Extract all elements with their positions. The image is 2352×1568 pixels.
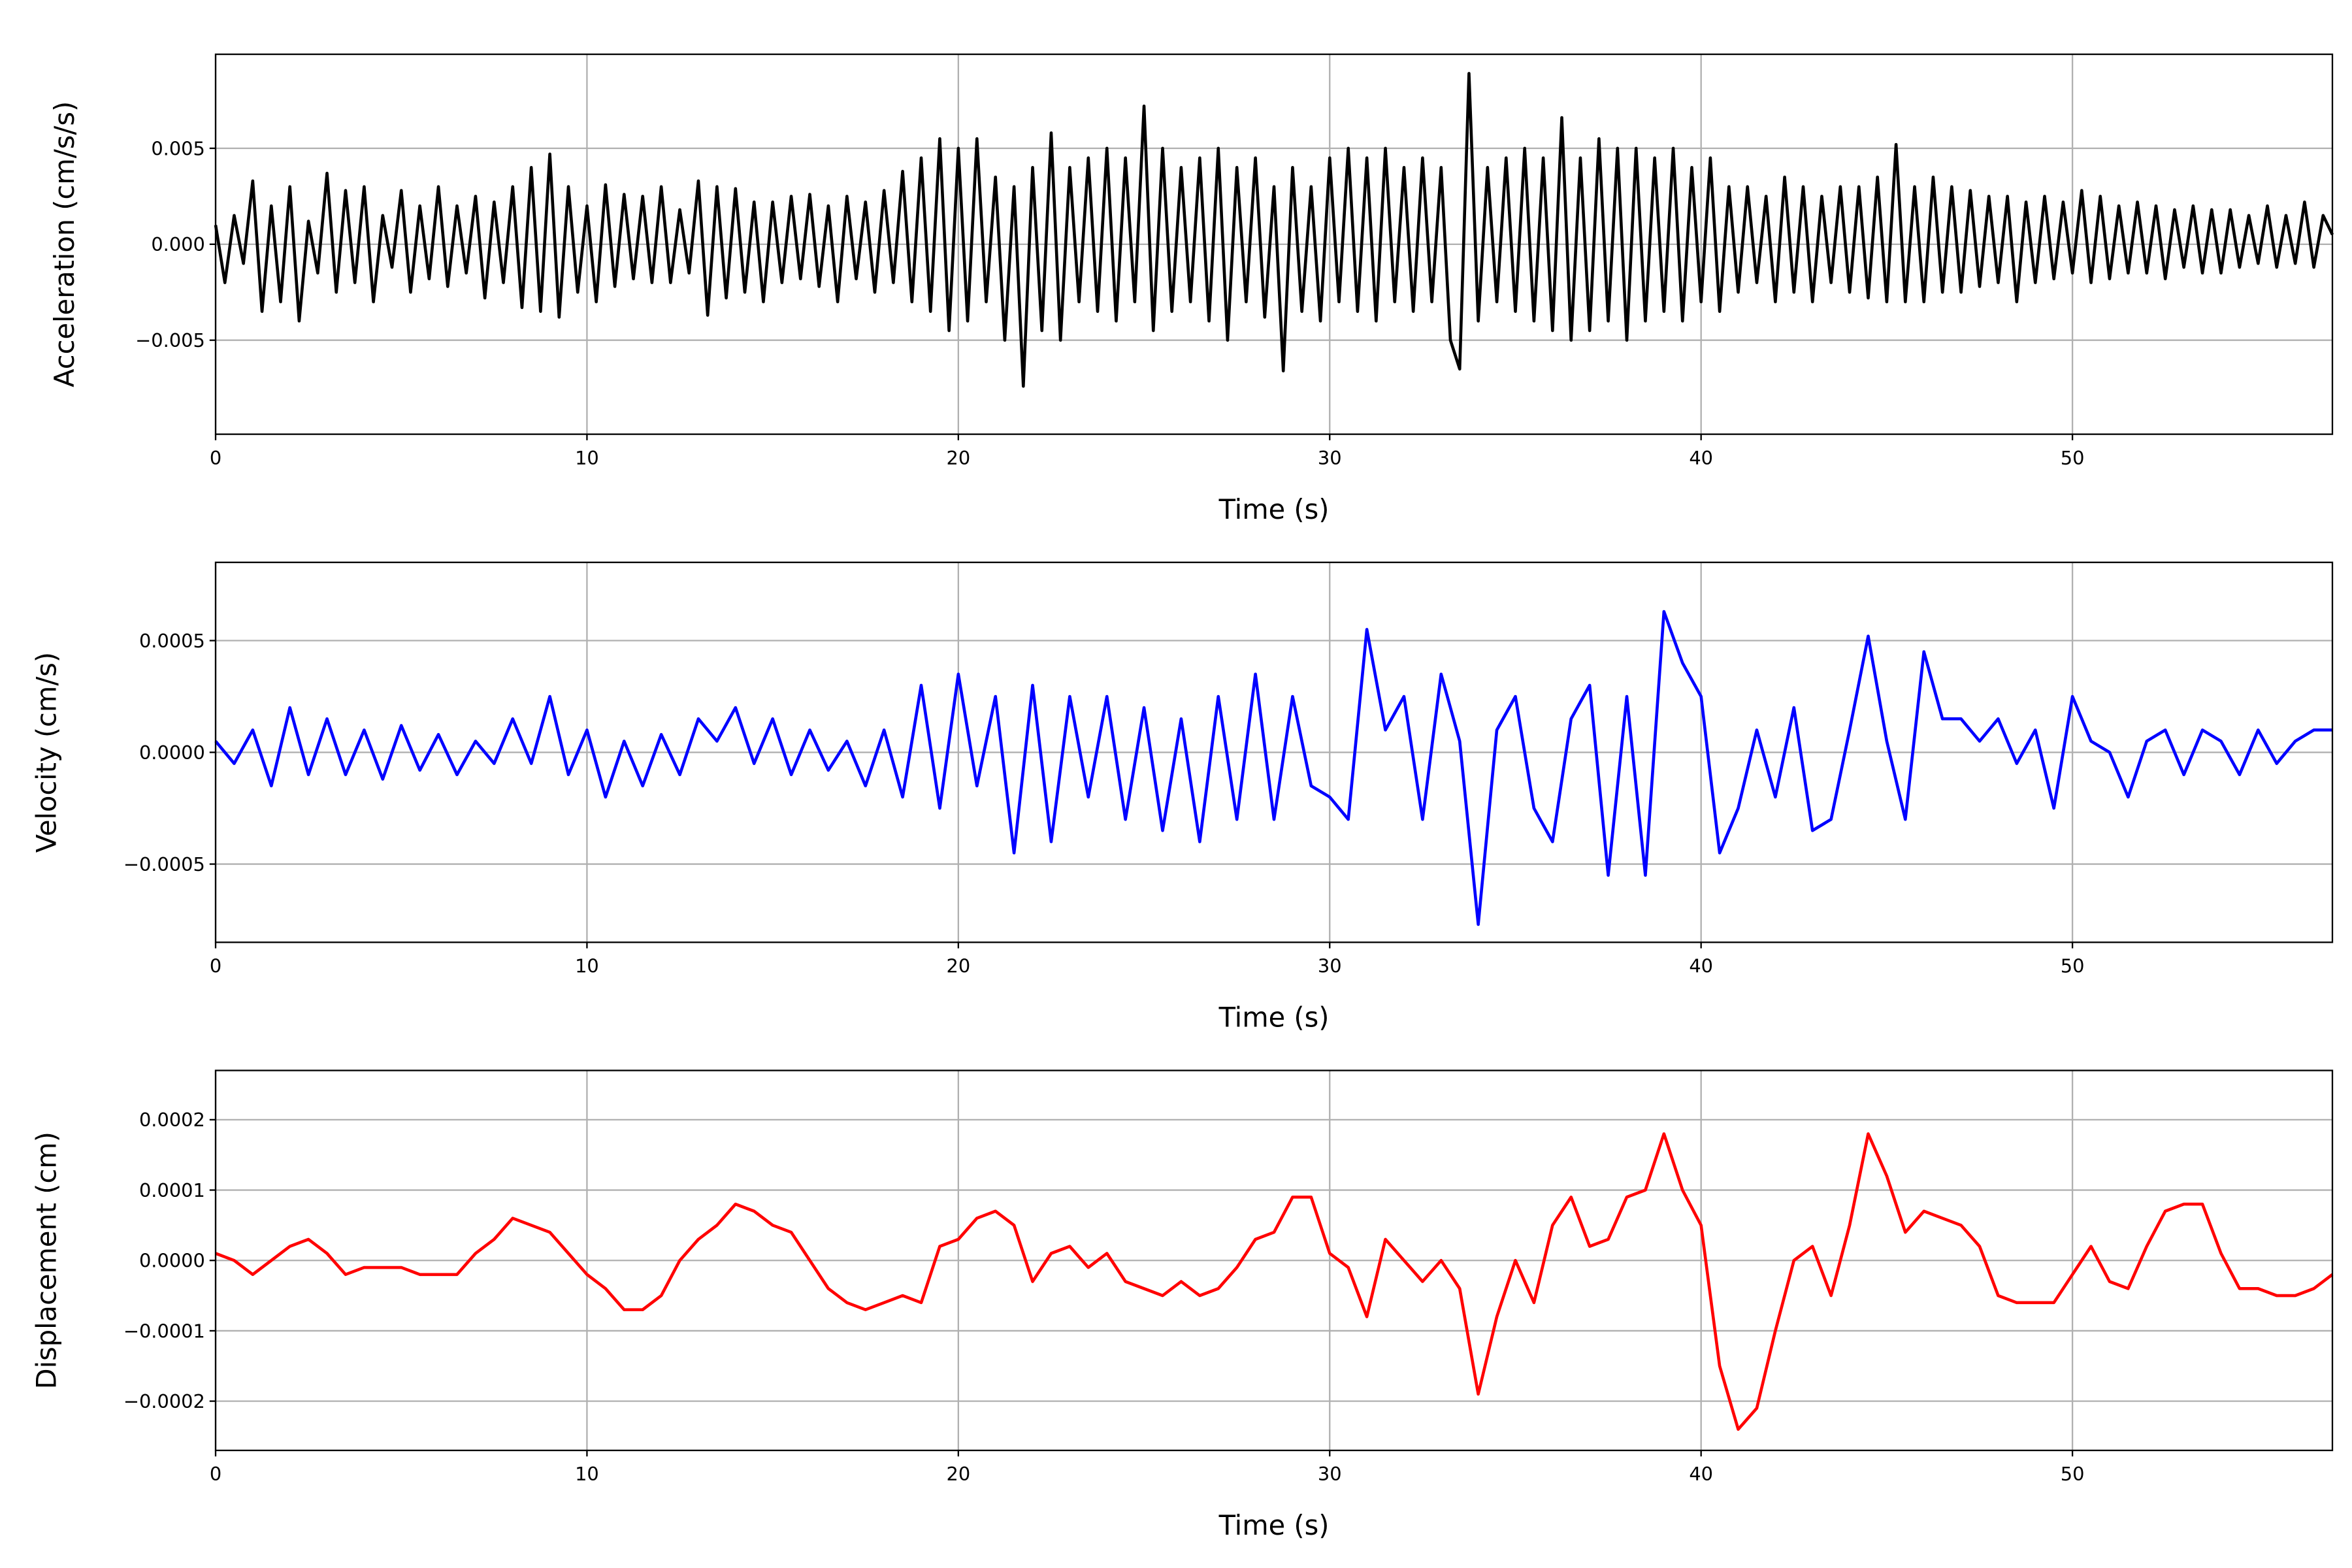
x-tick-label: 50 (2061, 447, 2085, 469)
data-line (214, 72, 2334, 388)
y-tick-label: −0.0002 (123, 1390, 205, 1413)
x-tick-label: 20 (946, 955, 970, 977)
x-tick-label: 10 (575, 1463, 599, 1485)
x-tick-label: 40 (1689, 955, 1713, 977)
plot-frame (214, 1070, 2334, 1452)
x-tick-label: 30 (1318, 955, 1342, 977)
plot-frame (214, 561, 2334, 943)
plot-frame (214, 53, 2334, 435)
y-tick-label: 0.0002 (139, 1109, 205, 1131)
x-tick-label: 20 (946, 1463, 970, 1485)
x-tick-label: 0 (210, 447, 221, 469)
x-tick-label: 40 (1689, 447, 1713, 469)
x-tick-label: 50 (2061, 955, 2085, 977)
data-line (214, 610, 2332, 926)
x-axis-label: Time (s) (1218, 1509, 1330, 1541)
x-tick-label: 50 (2061, 1463, 2085, 1485)
y-tick-label: −0.0001 (123, 1320, 205, 1342)
y-tick-label: −0.005 (135, 329, 205, 351)
y-tick-label: 0.0005 (139, 630, 205, 652)
y-axis-label: Displacement (cm) (30, 1132, 62, 1389)
x-tick-label: 10 (575, 955, 599, 977)
x-axis-label: Time (s) (1218, 1002, 1330, 1034)
x-tick-label: 10 (575, 447, 599, 469)
y-tick-label: 0.0000 (139, 742, 205, 764)
x-axis-label: Time (s) (1218, 493, 1330, 525)
x-tick-label: 0 (210, 955, 221, 977)
y-axis-label: Velocity (cm/s) (30, 652, 62, 853)
y-tick-label: 0.000 (151, 233, 205, 255)
y-axis-label: Acceleration (cm/s/s) (48, 101, 80, 387)
data-line (215, 1132, 2334, 1431)
y-tick-label: 0.005 (151, 137, 205, 159)
y-tick-label: 0.0000 (139, 1250, 205, 1272)
x-tick-label: 30 (1318, 1463, 1342, 1485)
y-tick-label: −0.0005 (123, 853, 205, 875)
y-tick-label: 0.0001 (139, 1179, 205, 1201)
x-tick-label: 0 (210, 1463, 221, 1485)
x-tick-label: 30 (1318, 447, 1342, 469)
x-tick-label: 40 (1689, 1463, 1713, 1485)
x-tick-label: 20 (946, 447, 970, 469)
